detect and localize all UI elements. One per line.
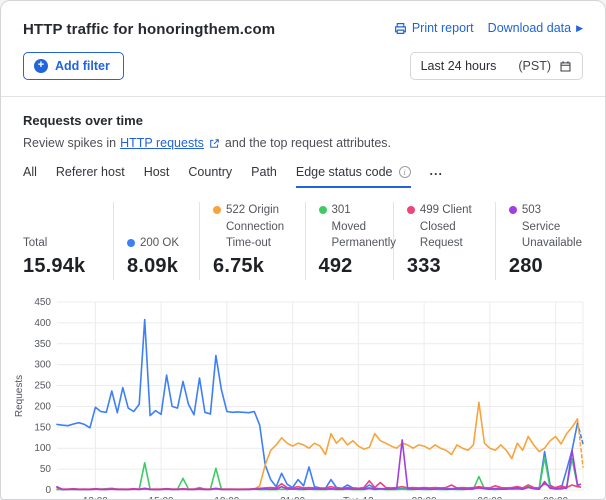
stat-503-value: 280: [508, 255, 543, 278]
stat-301: 301 Moved Permanently 492: [304, 202, 396, 281]
header-actions: Print report Download data ▶: [394, 21, 583, 35]
y-tick-label: 0: [45, 485, 51, 496]
y-tick-label: 250: [34, 381, 51, 392]
filter-toolbar: + Add filter Last 24 hours (PST): [1, 38, 605, 96]
series-line-dashed-tail: [576, 418, 584, 468]
stat-499-value: 333: [406, 255, 441, 278]
section-title: Requests over time: [23, 113, 143, 128]
legend-dot-499: [406, 205, 415, 214]
tab-edge-status-code[interactable]: Edge status code i: [295, 165, 411, 188]
series-line-503-service-unavailable: [56, 439, 579, 491]
calendar-icon: [560, 60, 571, 71]
http-requests-link[interactable]: HTTP requests: [120, 136, 204, 150]
stat-522: 522 Origin Connection Time-out 6.75k: [199, 202, 305, 281]
stat-200-value: 8.09k: [127, 255, 179, 278]
header-divider: [1, 96, 605, 97]
section-description: Review spikes in HTTP requests and the t…: [23, 136, 392, 150]
stat-301-value: 492: [318, 255, 353, 278]
x-tick-label: 06:00: [477, 496, 502, 500]
more-tabs-button[interactable]: ...: [429, 164, 443, 178]
series-line-dashed-tail: [576, 485, 584, 489]
y-tick-label: 400: [34, 318, 51, 329]
printer-icon: [394, 22, 406, 34]
panel-header: HTTP traffic for honoringthem.com Print …: [1, 1, 605, 38]
series-line-200-ok: [56, 318, 579, 490]
series-line-522-origin-connection-time-out: [56, 401, 579, 491]
x-tick-label: 03:00: [412, 496, 437, 500]
stat-total: Total 15.94k: [23, 202, 113, 280]
page-title: HTTP traffic for honoringthem.com: [23, 21, 276, 38]
external-link-icon: [210, 138, 219, 148]
requests-over-time-section: Requests over time Review spikes in HTTP…: [1, 97, 605, 281]
x-tick-label: 15:00: [149, 496, 174, 500]
series-line-301-moved-permanently: [56, 456, 579, 491]
tab-country[interactable]: Country: [188, 164, 233, 179]
caret-right-icon: ▶: [576, 22, 583, 33]
stat-499: 499 Client Closed Request 333: [392, 202, 495, 281]
status-code-stats: Total 15.94k 200 OK 8.09k 522 Origin Con…: [23, 202, 583, 281]
time-range-value: Last 24 hours: [420, 59, 497, 73]
stat-503: 503 Service Unavailable 280: [494, 202, 583, 281]
x-tick-label: 12:00: [83, 496, 108, 500]
y-tick-label: 300: [34, 360, 51, 371]
plus-icon: +: [34, 59, 48, 73]
legend-dot-503: [508, 205, 517, 214]
tab-host[interactable]: Host: [143, 164, 170, 179]
download-data-link[interactable]: Download data ▶: [487, 21, 583, 35]
x-tick-label: 18:00: [214, 496, 239, 500]
chart-svg: 0 50 100 150 200 250 300 350 400 450 12:00 15:00 18:…: [14, 297, 584, 500]
y-tick-label: 150: [34, 422, 51, 433]
y-tick-label: 50: [40, 464, 52, 475]
stat-200-ok: 200 OK 8.09k: [113, 202, 199, 281]
tab-path[interactable]: Path: [251, 164, 277, 179]
series-line-dashed-tail: [576, 482, 584, 486]
print-report-link[interactable]: Print report: [394, 21, 474, 35]
requests-chart: 0 50 100 150 200 250 300 350 400 450 12:00 15:00 18:…: [1, 280, 605, 500]
y-axis-title: Requests: [14, 375, 25, 417]
time-range-select[interactable]: Last 24 hours (PST): [409, 52, 583, 80]
x-tick-label: Tue 13: [343, 496, 374, 500]
tab-referer-host[interactable]: Referer host: [55, 164, 125, 179]
y-tick-label: 100: [34, 443, 51, 454]
stat-total-value: 15.94k: [23, 255, 86, 278]
x-tick-label: 21:00: [280, 496, 305, 500]
y-tick-label: 350: [34, 339, 51, 350]
tab-all[interactable]: All: [23, 164, 37, 179]
x-tick-label: 09:00: [543, 496, 568, 500]
y-tick-label: 450: [34, 297, 51, 308]
info-icon: i: [398, 165, 411, 178]
timezone-label: (PST): [518, 59, 551, 73]
attribute-tabs: All Referer host Host Country Path Edge …: [23, 164, 583, 188]
legend-dot-200: [127, 238, 135, 247]
stat-522-value: 6.75k: [213, 255, 265, 278]
add-filter-button[interactable]: + Add filter: [23, 52, 124, 80]
legend-dot-301: [318, 205, 327, 214]
legend-dot-522: [213, 205, 221, 214]
y-tick-label: 200: [34, 401, 51, 412]
